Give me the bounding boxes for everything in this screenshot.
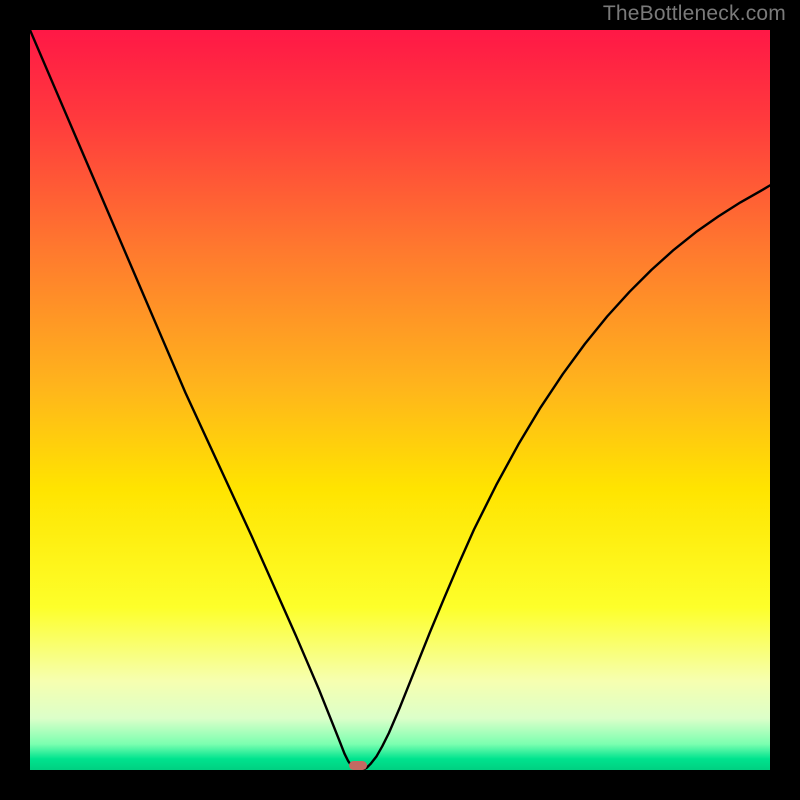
minimum-marker xyxy=(349,761,367,770)
watermark-text: TheBottleneck.com xyxy=(603,2,786,26)
bottleneck-curve xyxy=(30,30,770,770)
chart-frame: TheBottleneck.com xyxy=(0,0,800,800)
plot-region xyxy=(30,30,770,770)
